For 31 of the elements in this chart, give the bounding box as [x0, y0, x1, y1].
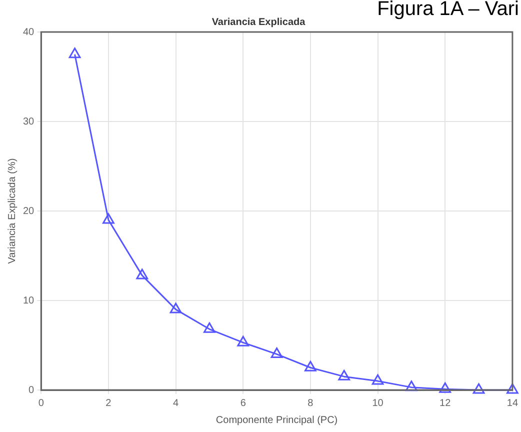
point: [170, 302, 182, 314]
x-tick-label: 10: [372, 398, 384, 409]
y-tick-label: 20: [23, 206, 35, 217]
x-tick-label: 12: [440, 398, 452, 409]
point: [204, 322, 216, 333]
point: [270, 347, 283, 358]
x-tick-label: 4: [173, 398, 180, 409]
x-tick-label: 14: [506, 398, 518, 409]
point: [237, 336, 250, 346]
point: [506, 383, 518, 394]
point: [136, 268, 148, 280]
y-tick-label: 0: [28, 384, 35, 396]
y-tick-label: 40: [23, 26, 35, 38]
x-tick-label: 0: [38, 398, 44, 409]
point: [338, 370, 350, 380]
x-tick-label: 6: [240, 398, 246, 409]
x-tick-label: 2: [106, 398, 112, 409]
y-tick-label: 10: [23, 295, 35, 306]
point: [472, 383, 485, 394]
point: [102, 213, 114, 224]
x-axis-title: Componente Principal (PC): [216, 414, 338, 426]
point: [372, 374, 384, 385]
point: [304, 360, 316, 372]
chart-title: Variancia Explicada: [212, 16, 306, 28]
y-axis-title: Variancia Explicada (%): [6, 158, 18, 264]
y-tick-label: 30: [23, 116, 35, 128]
x-tick-label: 8: [308, 398, 314, 409]
point: [68, 48, 81, 58]
text: Figura 1A – Vari: [377, 0, 519, 21]
point: [439, 382, 452, 393]
point: [405, 380, 418, 392]
